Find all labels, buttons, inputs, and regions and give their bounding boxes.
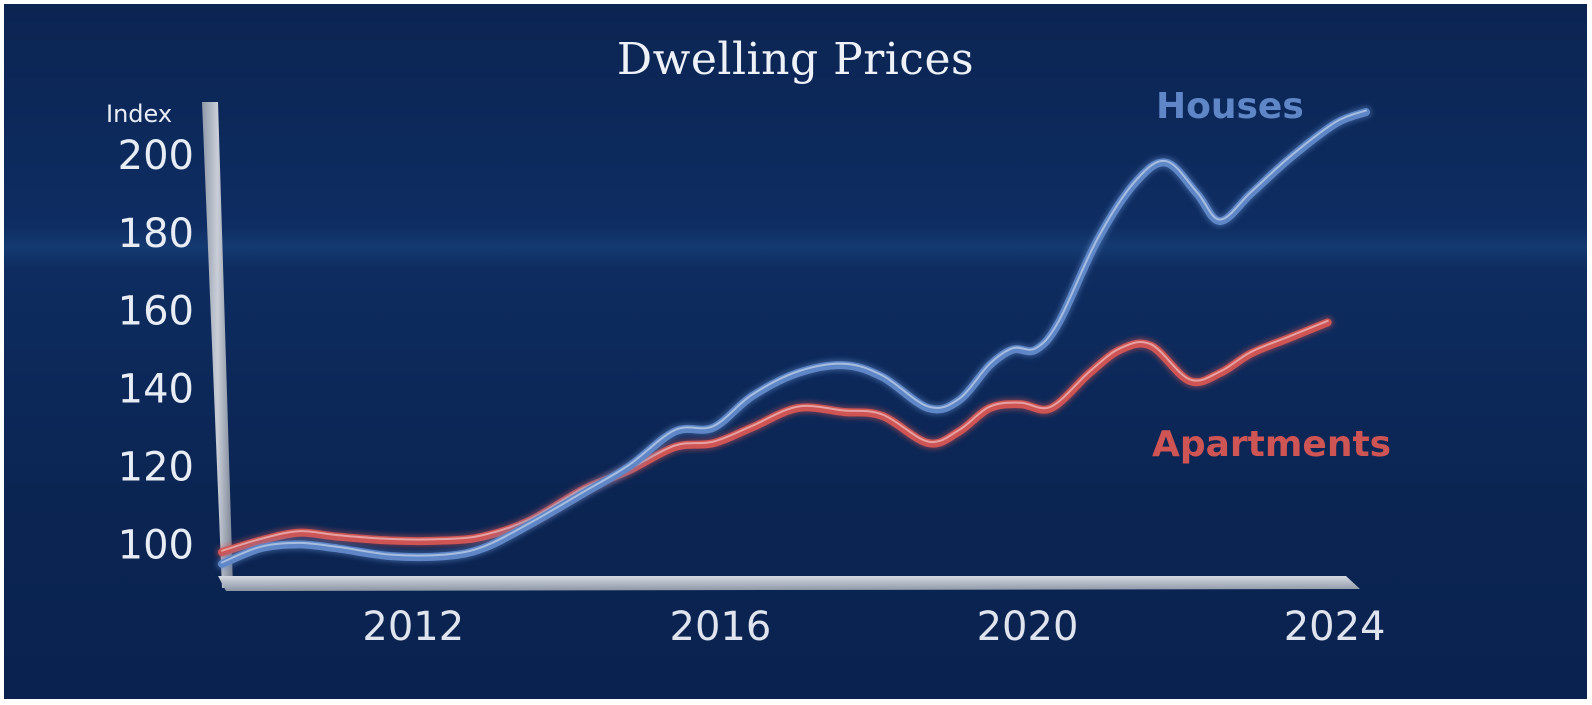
y-tick-label: 200 bbox=[118, 133, 194, 179]
x-tick-label: 2016 bbox=[670, 604, 772, 650]
series-line-highlight bbox=[221, 109, 1367, 564]
series-houses bbox=[216, 106, 1372, 570]
x-tick-label: 2012 bbox=[362, 604, 464, 650]
series-line bbox=[218, 318, 1332, 557]
y-tick-label: 120 bbox=[118, 445, 194, 491]
y-tick-label: 100 bbox=[118, 522, 194, 568]
series-line-highlight bbox=[221, 319, 1329, 552]
chart-frame: Dwelling Prices Index 100 120 140 160 180 200… bbox=[4, 4, 1587, 699]
y-tick-label: 160 bbox=[118, 289, 194, 335]
y-tick-label: 140 bbox=[118, 367, 194, 413]
y-tick-label: 180 bbox=[118, 211, 194, 257]
y-axis-bar bbox=[202, 102, 233, 588]
series-apartments bbox=[216, 316, 1334, 559]
line-chart: Index 100 120 140 160 180 200 2012 2016 2020 202… bbox=[106, 86, 1391, 650]
x-tick-label: 2024 bbox=[1284, 604, 1386, 650]
series-line-glow bbox=[216, 106, 1372, 570]
x-tick-label: 2020 bbox=[977, 604, 1079, 650]
series-label-houses: Houses bbox=[1156, 86, 1304, 127]
y-axis-label: Index bbox=[106, 100, 172, 128]
series-label-apartments: Apartments bbox=[1152, 424, 1391, 465]
chart-title: Dwelling Prices bbox=[616, 34, 975, 85]
series-line bbox=[218, 108, 1370, 568]
x-axis-bar bbox=[218, 576, 1360, 591]
